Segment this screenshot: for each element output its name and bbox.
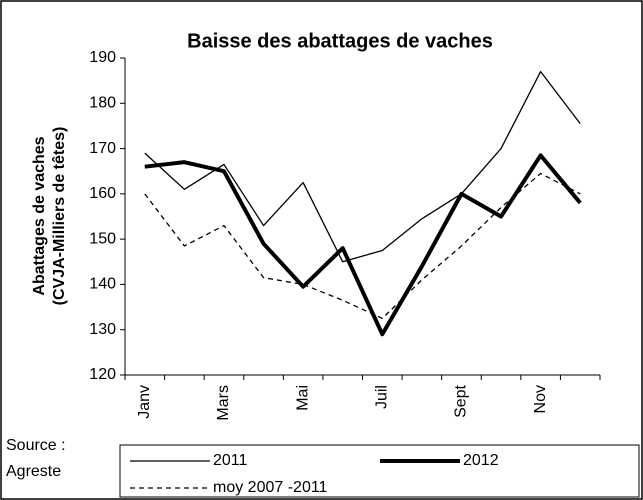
x-tick-label: Nov xyxy=(532,385,549,413)
y-axis-label: Abattages de vaches xyxy=(31,136,48,295)
y-tick-label: 150 xyxy=(89,230,116,247)
y-tick-label: 120 xyxy=(89,366,116,383)
y-tick-label: 140 xyxy=(89,276,116,293)
y-axis-label: (CVJA-Milliers de têtes) xyxy=(51,127,68,306)
legend-label: 2012 xyxy=(463,452,499,469)
y-tick-label: 160 xyxy=(89,185,116,202)
x-tick-label: Juil xyxy=(374,385,391,409)
y-tick-label: 130 xyxy=(89,321,116,338)
legend-box xyxy=(119,444,640,498)
series-line xyxy=(144,153,582,337)
source: Agreste xyxy=(6,463,61,480)
x-tick-label: Mai xyxy=(294,385,311,411)
x-tick-label: Sept xyxy=(453,384,470,417)
chart-title: Baisse des abattages de vaches xyxy=(187,30,493,52)
y-tick-label: 180 xyxy=(89,95,116,112)
series-line xyxy=(144,172,581,320)
source: Source : xyxy=(6,437,66,454)
x-tick-label: Janv xyxy=(136,385,153,419)
y-tick-label: 170 xyxy=(89,140,116,157)
legend-label: 2011 xyxy=(213,452,248,469)
x-tick-label: Mars xyxy=(215,385,232,421)
y-tick-label: 190 xyxy=(89,49,116,66)
legend-label: moy 2007 -2011 xyxy=(213,479,328,496)
